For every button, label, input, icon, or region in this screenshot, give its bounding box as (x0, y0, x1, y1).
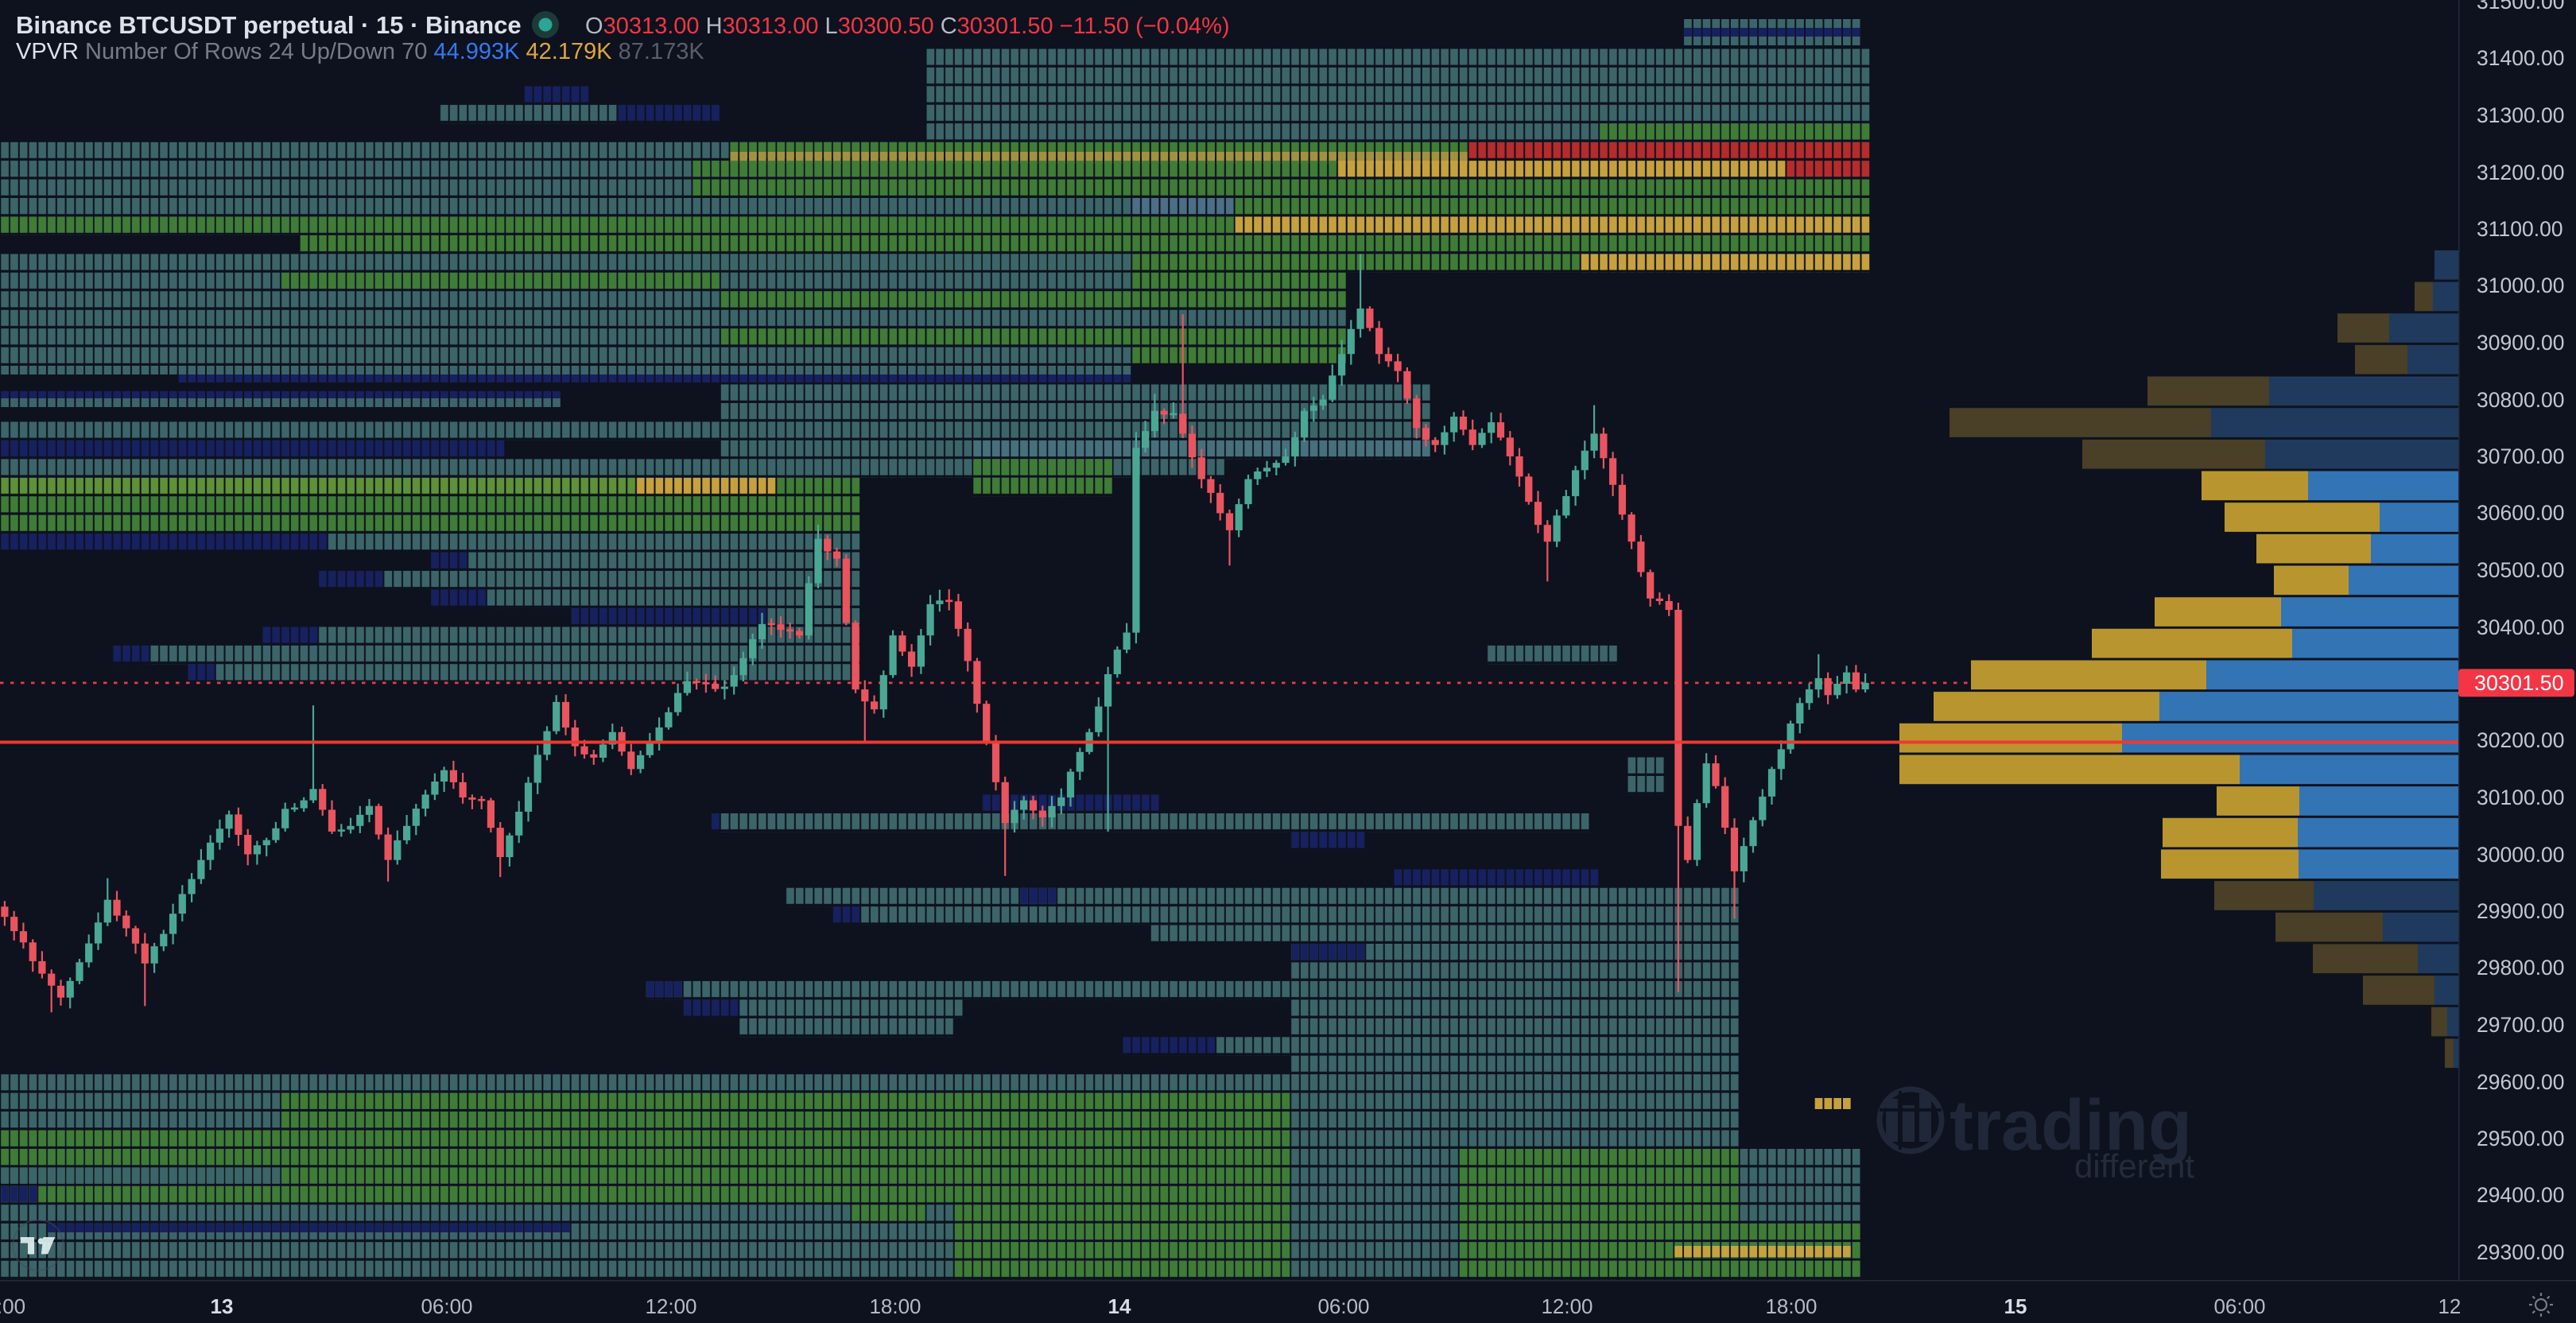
svg-text:29400.00: 29400.00 (2477, 1183, 2565, 1207)
svg-text:06:00: 06:00 (2213, 1294, 2265, 1318)
svg-text:29600.00: 29600.00 (2477, 1070, 2565, 1094)
svg-text:15: 15 (2004, 1294, 2027, 1318)
svg-text:29300.00: 29300.00 (2477, 1240, 2565, 1264)
svg-text:30600.00: 30600.00 (2477, 501, 2565, 525)
svg-text:06:00: 06:00 (1317, 1294, 1369, 1318)
svg-text:12:00: 12:00 (645, 1294, 696, 1318)
svg-text::00: :00 (0, 1294, 25, 1318)
svg-text:29700.00: 29700.00 (2477, 1013, 2565, 1037)
svg-text:Binance BTCUSDT perpetual · 15: Binance BTCUSDT perpetual · 15 · Binance (16, 11, 522, 39)
svg-text:29500.00: 29500.00 (2477, 1127, 2565, 1150)
svg-text:VPVR Number Of Rows 24 Up/Down: VPVR Number Of Rows 24 Up/Down 70 44.993… (16, 39, 704, 64)
svg-text:18:00: 18:00 (869, 1294, 921, 1318)
svg-text:30100.00: 30100.00 (2477, 786, 2565, 809)
svg-text:06:00: 06:00 (421, 1294, 472, 1318)
svg-text:30800.00: 30800.00 (2477, 388, 2565, 412)
svg-text:31300.00: 31300.00 (2477, 103, 2565, 127)
svg-text:30400.00: 30400.00 (2477, 615, 2565, 639)
svg-text:29900.00: 29900.00 (2477, 899, 2565, 923)
svg-text:30700.00: 30700.00 (2477, 444, 2565, 468)
svg-text:14: 14 (1108, 1294, 1131, 1318)
svg-text:trading: trading (1949, 1086, 2192, 1166)
svg-text:O30313.00 H30313.00 L30300.50: O30313.00 H30313.00 L30300.50 C30301.50 … (585, 14, 1230, 39)
svg-text:31000.00: 31000.00 (2477, 274, 2565, 297)
svg-text:different: different (2074, 1147, 2194, 1185)
svg-text:29800.00: 29800.00 (2477, 956, 2565, 980)
svg-text:31100.00: 31100.00 (2477, 217, 2563, 241)
svg-text:30301.50: 30301.50 (2474, 671, 2564, 695)
svg-text:18:00: 18:00 (1765, 1294, 1817, 1318)
svg-text:30000.00: 30000.00 (2477, 843, 2565, 867)
svg-text:31400.00: 31400.00 (2477, 46, 2565, 70)
svg-text:31200.00: 31200.00 (2477, 161, 2565, 184)
svg-text:30200.00: 30200.00 (2477, 728, 2565, 752)
svg-text:12:00: 12:00 (1541, 1294, 1593, 1318)
svg-text:13: 13 (211, 1294, 234, 1318)
svg-text:30900.00: 30900.00 (2477, 331, 2565, 355)
svg-text:30500.00: 30500.00 (2477, 558, 2565, 582)
svg-text:31500.00: 31500.00 (2477, 0, 2565, 14)
